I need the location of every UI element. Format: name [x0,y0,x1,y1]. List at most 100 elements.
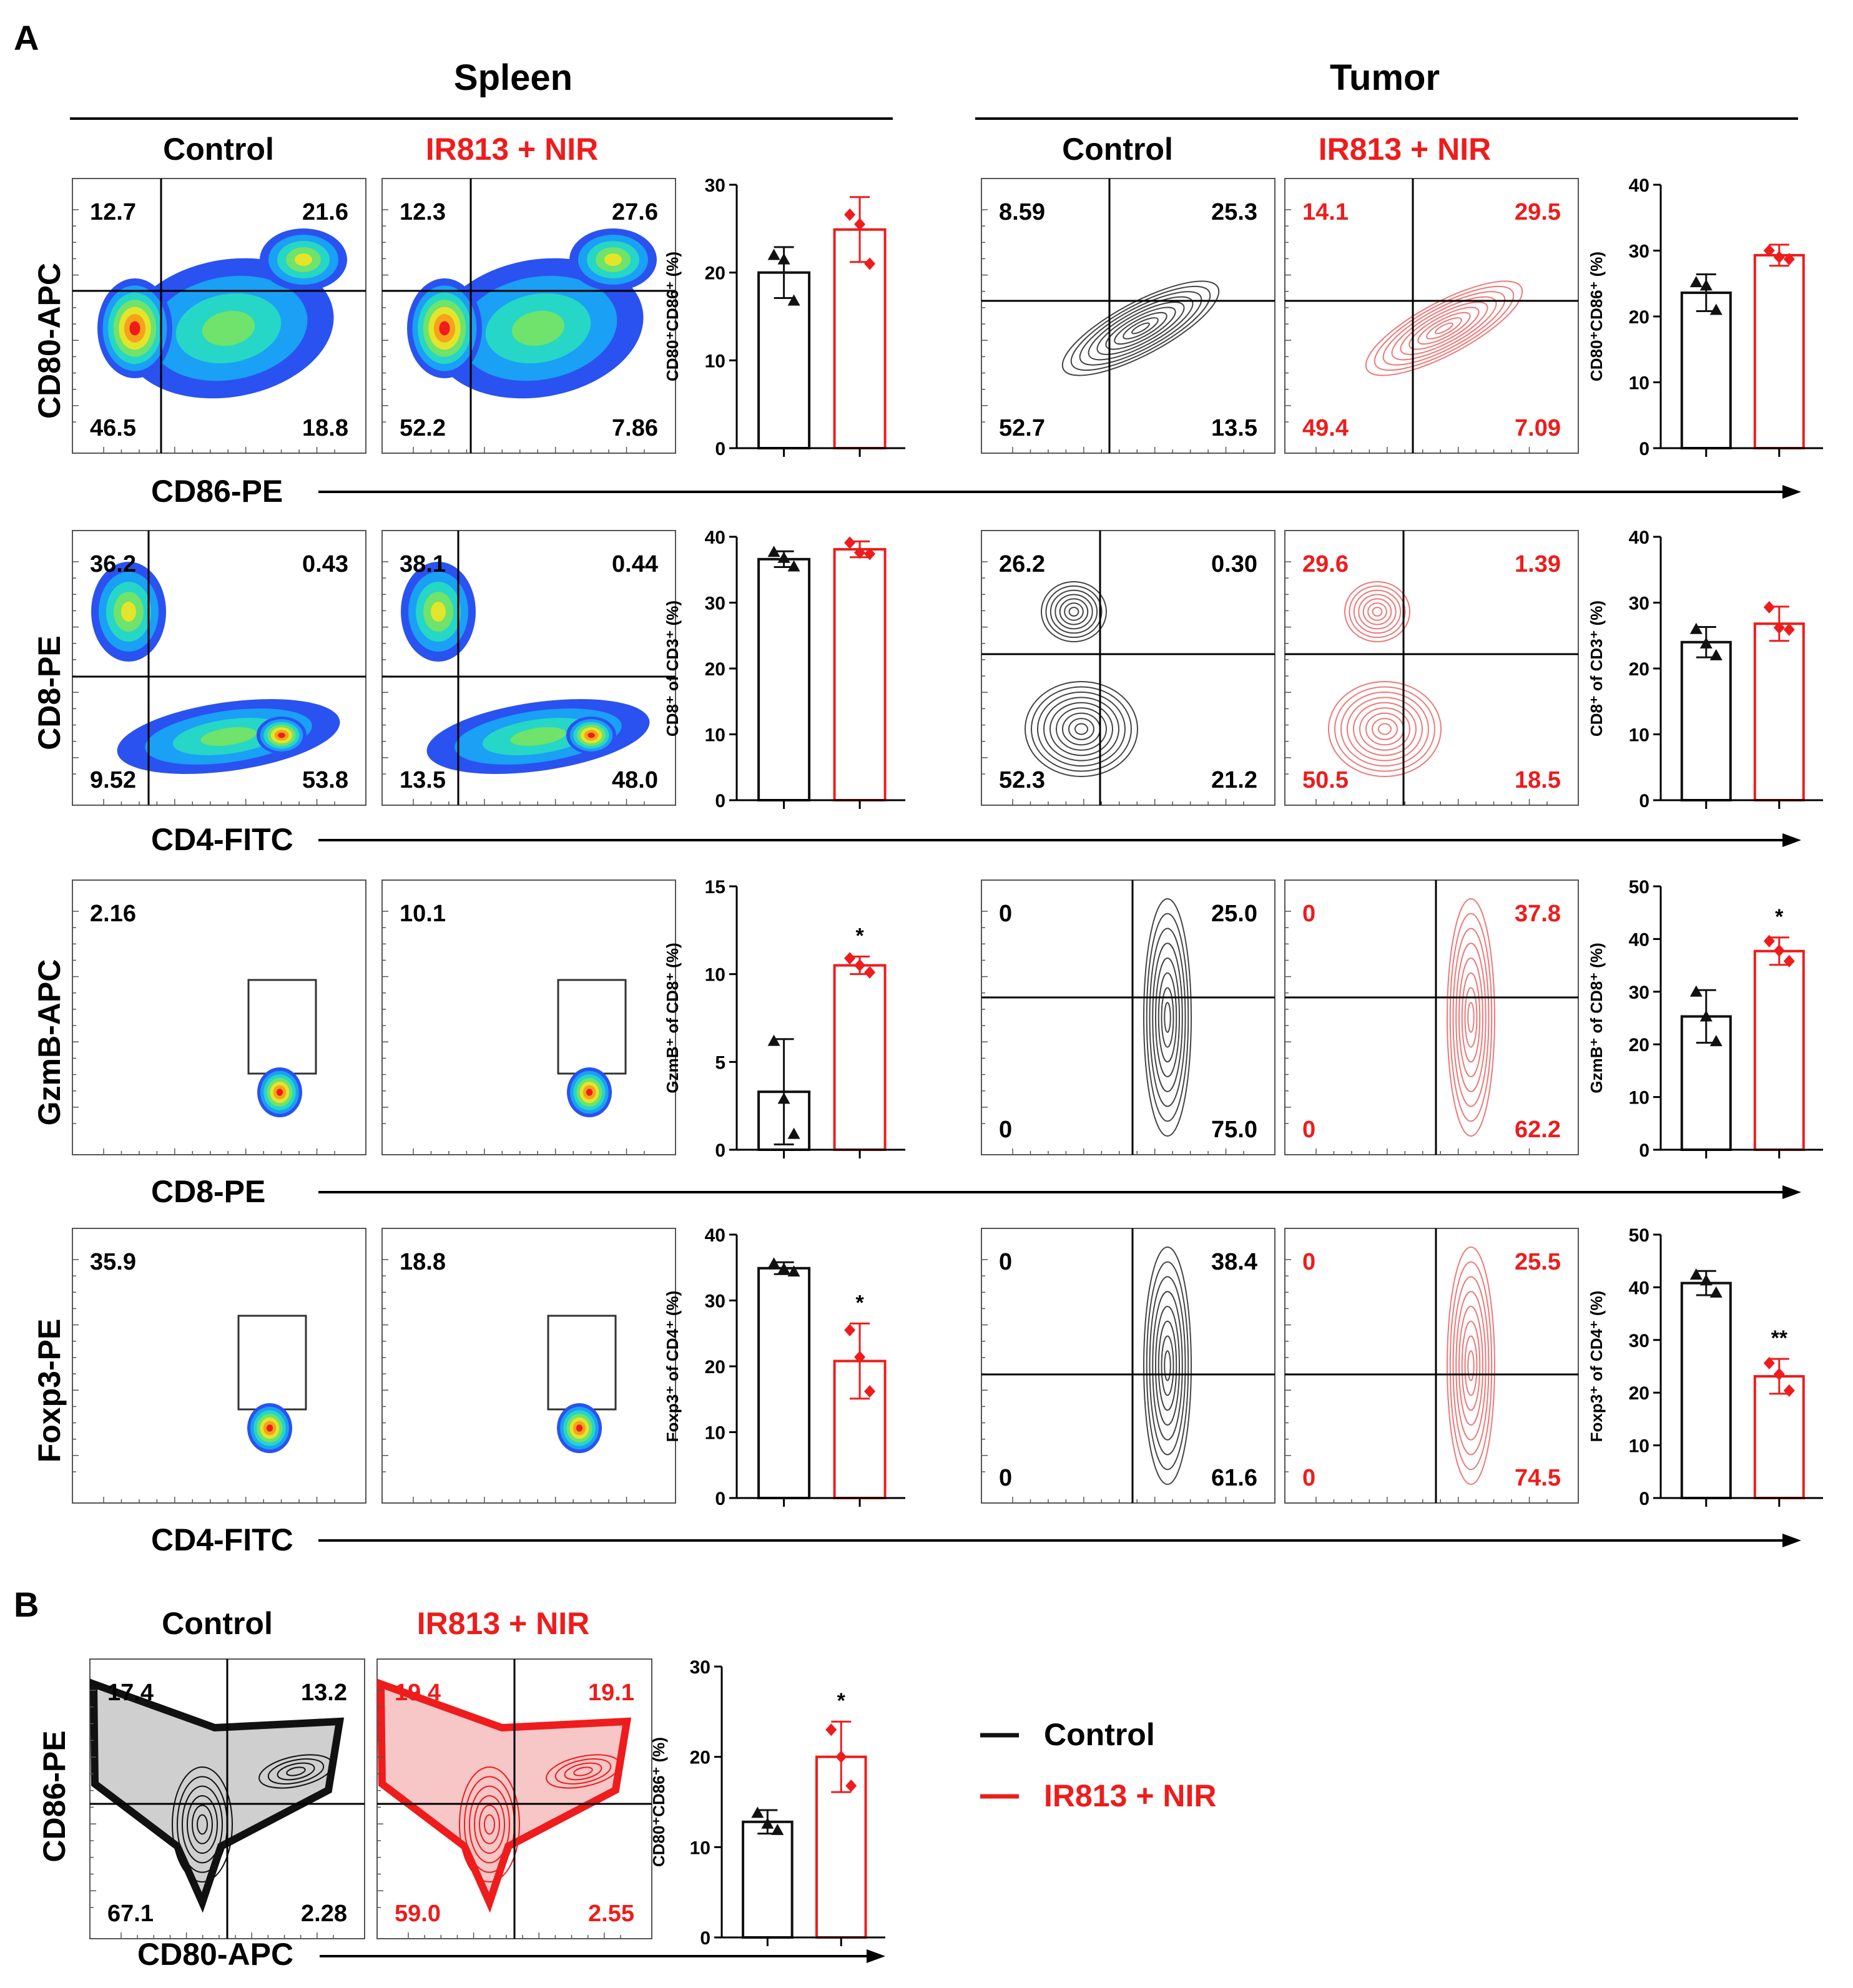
contour-line [1056,707,1107,751]
data-point [845,1779,857,1792]
quadrant-value-lower-right: 7.86 [612,415,658,441]
contour-line [1467,1002,1475,1033]
data-point [844,952,856,965]
gate-value: 35.9 [90,1249,136,1275]
data-point [1709,649,1723,660]
contour-line [1061,280,1220,376]
contour-line [1417,311,1471,345]
bar-ir813-nir [1753,253,1805,449]
quadrant-value-lower-right: 62.2 [1515,1117,1561,1143]
y-axis-label: CD80⁺CD86⁺ (%) [1587,252,1606,381]
contour-line [1161,987,1174,1048]
contour-line [1372,607,1383,617]
y-axis-label: CD80⁺CD86⁺ (%) [649,1737,668,1867]
quadrant-value-upper-right: 29.5 [1515,199,1561,225]
quadrant-value-lower-right: 2.55 [588,1901,634,1927]
flow-plot-spleen-control: 2.16 [72,879,366,1155]
section-title-spleen: Spleen [454,57,573,98]
contour-line [1123,317,1159,340]
contour-line [573,1766,593,1776]
flow-plot-spleen-treated: 18.8 [381,1228,676,1504]
quadrant-value-lower-right: 75.0 [1211,1117,1257,1143]
bar-chart-2 [757,548,887,801]
quadrant-value-upper-left: 17.4 [107,1680,154,1706]
y-axis-label: GzmB⁺ of CD8⁺ (%) [663,943,682,1093]
contour-line [187,1795,218,1854]
flow-plot-tumor-treated: 14.1 29.5 49.4 7.09 [1284,178,1579,454]
bar-control [757,1266,811,1500]
density-blob [276,1089,283,1096]
flow-plot-tumor-treated: 29.6 1.39 50.5 18.5 [1284,530,1579,806]
plot-frame [72,1228,366,1504]
contour-line [1105,306,1176,350]
y-tick-label: 20 [1629,1383,1649,1404]
plot-frame [1284,530,1579,806]
y-tick-label: 50 [1629,877,1649,898]
y-tick-label: 10 [705,965,725,986]
legend-label-control: Control [1044,1717,1155,1752]
quadrant-value-upper-left: 12.7 [90,199,136,225]
flow-plot-tumor-control: 8.59 25.3 52.7 13.5 [981,178,1275,454]
data-point [854,218,866,231]
contour-line [192,1804,213,1844]
significance-marker: ** [1771,1326,1788,1350]
panel-letter-a: A [14,18,39,57]
bar-control [757,557,811,801]
data-point [844,208,856,221]
data-point [1783,1384,1795,1397]
data-point [1689,622,1703,634]
contour-line [1344,581,1410,642]
quadrant-value-lower-right: 74.5 [1515,1465,1561,1491]
x-axis-title: CD4-FITC [151,1522,293,1557]
data-point [1699,279,1713,291]
contour-line [1328,681,1442,777]
x-axis-title: CD8-PE [151,1174,265,1209]
y-tick-label: 10 [1629,1088,1649,1109]
data-point [767,248,780,260]
bar-ir813-nir [833,964,887,1151]
y-tick-label: 30 [690,1657,710,1678]
contour-line [1152,1291,1183,1441]
quadrant-value-upper-right: 13.2 [301,1680,347,1706]
contour-line [1467,1350,1475,1381]
y-axis-label: Foxp3⁺ of CD4⁺ (%) [1587,1291,1606,1442]
contour-line [1158,972,1177,1063]
y-tick-label: 30 [1629,1331,1649,1351]
data-point [1763,600,1775,614]
density-blob [439,321,450,336]
quadrant-value-lower-right: 53.8 [302,767,348,793]
y-tick-label: 10 [1629,1436,1649,1457]
data-point [835,1750,847,1763]
density-blob [266,1424,273,1432]
data-point [1783,253,1795,266]
quadrant-value-lower-left: 50.5 [1302,767,1349,793]
y-tick-label: 40 [705,527,725,548]
contour-line [1382,291,1506,366]
y-tick-label: 30 [1629,594,1649,614]
contour-line [1400,301,1488,355]
density-blob [121,602,136,622]
quadrant-value-lower-right: 21.2 [1211,767,1257,793]
y-tick-label: 20 [690,1748,710,1768]
quadrant-value-lower-left: 49.4 [1302,415,1349,441]
quadrant-value-lower-left: 52.2 [400,415,446,441]
flow-plot-spleen-control: 36.2 0.43 9.52 53.8 [72,530,366,806]
bar-control [1680,640,1732,802]
density-blob [278,732,285,738]
y-tick-label: 0 [700,1928,710,1949]
quadrant-value-lower-right: 2.28 [301,1901,347,1927]
panel-letter-b: B [14,1585,39,1624]
quadrant-value-lower-left: 59.0 [395,1901,441,1927]
contour-line [1164,1002,1171,1033]
quadrant-value-lower-right: 48.0 [612,767,658,793]
y-axis-title: GzmB-APC [32,959,67,1126]
contour-line [1455,943,1487,1092]
flow-plot-spleen-treated: 38.1 0.44 13.5 48.0 [381,530,676,806]
y-tick-label: 10 [690,1838,710,1858]
x-axis-title: CD80-APC [137,1937,293,1972]
contour-line [479,1804,500,1844]
y-tick-label: 20 [1629,659,1649,680]
density-blob [586,1089,593,1096]
contour-line [1045,585,1103,639]
contour-line [1347,697,1423,761]
